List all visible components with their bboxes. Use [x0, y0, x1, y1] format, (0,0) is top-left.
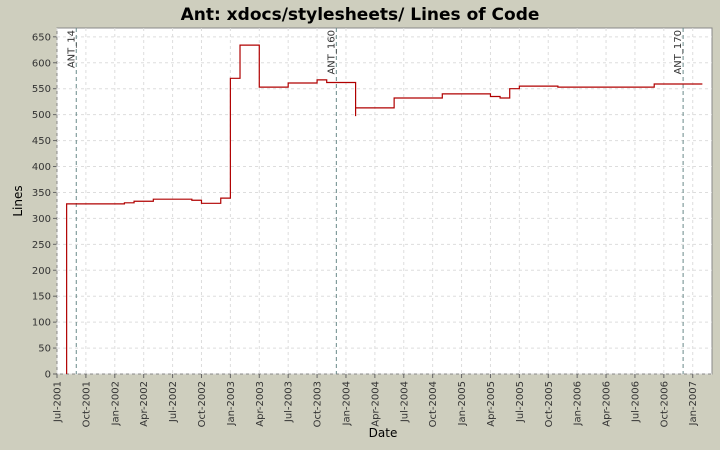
x-tick-label: Jan-2005 — [457, 381, 468, 426]
x-tick-label: Apr-2003 — [255, 381, 266, 427]
y-tick-label: 0 — [45, 370, 51, 381]
y-axis-label: Lines — [11, 185, 25, 216]
marker-label: ANT_160 — [326, 30, 337, 75]
x-tick-label: Apr-2006 — [602, 381, 613, 427]
x-tick-label: Jan-2004 — [341, 381, 352, 426]
x-tick-label: Oct-2002 — [197, 381, 208, 427]
y-tick-label: 500 — [32, 110, 51, 121]
x-tick-label: Oct-2003 — [313, 381, 324, 427]
y-tick-label: 300 — [32, 214, 51, 225]
x-tick-label: Jan-2002 — [110, 381, 121, 426]
y-tick-label: 650 — [32, 32, 51, 43]
x-tick-label: Jul-2002 — [168, 381, 179, 423]
x-tick-label: Jul-2001 — [53, 381, 64, 423]
y-tick-label: 400 — [32, 162, 51, 173]
chart-title: Ant: xdocs/stylesheets/ Lines of Code — [181, 5, 540, 25]
y-tick-label: 350 — [32, 188, 51, 199]
marker-label: ANT_14 — [66, 30, 77, 68]
x-tick-label: Jul-2005 — [515, 381, 526, 423]
x-tick-label: Jul-2003 — [284, 381, 295, 423]
y-tick-label: 50 — [38, 344, 51, 355]
y-tick-label: 250 — [32, 240, 51, 251]
y-tick-label: 550 — [32, 84, 51, 95]
x-tick-label: Oct-2006 — [659, 381, 670, 427]
x-tick-label: Apr-2004 — [370, 381, 381, 427]
x-tick-label: Oct-2001 — [81, 381, 92, 427]
x-tick-label: Oct-2004 — [428, 381, 439, 427]
x-tick-label: Oct-2005 — [544, 381, 555, 427]
x-tick-label: Jan-2007 — [688, 381, 699, 426]
plot-area — [56, 27, 713, 375]
y-tick-label: 600 — [32, 58, 51, 69]
x-tick-label: Apr-2002 — [139, 381, 150, 427]
x-tick-label: Jan-2003 — [226, 381, 237, 426]
x-tick-label: Jan-2006 — [573, 381, 584, 426]
data-line — [66, 44, 703, 374]
marker-label: ANT_170 — [673, 30, 684, 75]
x-axis-label: Date — [369, 426, 398, 440]
y-tick-label: 100 — [32, 318, 51, 329]
x-tick-label: Apr-2005 — [486, 381, 497, 427]
x-tick-label: Jul-2006 — [630, 381, 641, 423]
y-tick-label: 450 — [32, 136, 51, 147]
y-tick-label: 200 — [32, 266, 51, 277]
y-tick-label: 150 — [32, 292, 51, 303]
x-tick-label: Jul-2004 — [399, 381, 410, 423]
